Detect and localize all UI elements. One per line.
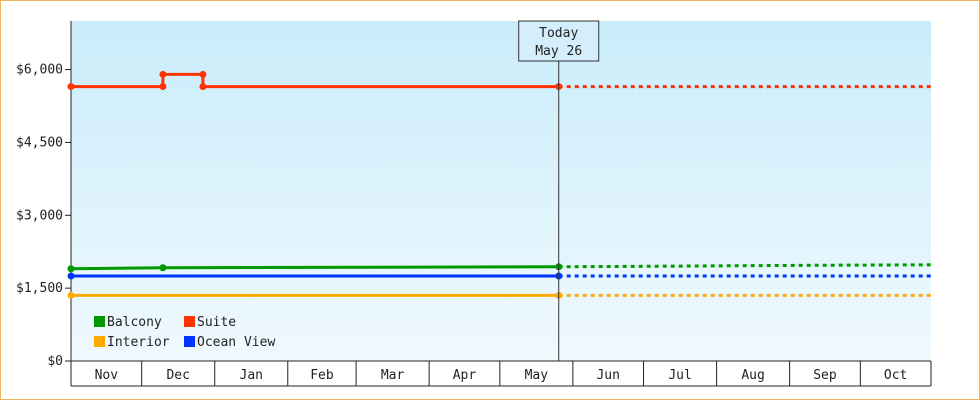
today-marker: Today May 26 [518,20,600,361]
x-month-label: Jun [596,368,619,383]
y-axis: $0 $1,500 $3,000 $4,500 $6,000 [16,21,72,369]
x-month-label: Nov [95,368,119,383]
legend-label-suite: Suite [197,315,236,330]
x-month-label: Mar [381,368,405,383]
legend-swatch-ocean-view [184,336,195,347]
data-point-ocean-view [67,272,75,280]
month-band: Nov Dec Jan Feb Mar Apr May Jun Jul Aug Sep Oct [70,360,932,387]
series-line-suite [71,72,559,89]
today-label: Today [539,26,578,41]
data-point-suite [159,83,167,91]
x-month-label: Feb [310,368,334,383]
today-box [518,20,600,62]
series-layer [67,70,932,299]
series-projection-balcony [558,263,932,269]
y-tick-label: $1,500 [16,281,63,296]
legend-label-ocean-view: Ocean View [197,335,275,350]
legend-swatch-suite [184,316,195,327]
data-point-suite [159,70,167,78]
x-month-label: Apr [453,368,477,383]
data-point-suite [199,83,207,91]
x-month-label: Jul [668,368,691,383]
x-month-label: May [525,368,549,383]
y-tick-label: $0 [47,354,63,369]
data-point-suite [199,70,207,78]
legend: Balcony Suite Interior Ocean View [94,315,275,350]
x-month-label: Dec [166,368,189,383]
data-point-balcony [159,264,167,272]
x-month-label: Sep [813,368,837,383]
x-month-label: Oct [884,368,907,383]
y-tick-label: $4,500 [16,135,63,150]
legend-swatch-balcony [94,316,105,327]
data-point-interior [67,291,75,299]
data-point-suite [67,83,75,91]
x-month-label: Aug [741,368,764,383]
data-point-balcony [67,265,75,273]
y-tick-label: $3,000 [16,208,63,223]
today-date: May 26 [535,44,582,59]
legend-label-balcony: Balcony [107,315,162,330]
legend-swatch-interior [94,336,105,347]
x-month-label: Jan [240,368,263,383]
y-tick-label: $6,000 [16,63,63,78]
legend-label-interior: Interior [107,335,170,350]
plot-background [71,21,931,361]
series-line-balcony [70,265,559,271]
